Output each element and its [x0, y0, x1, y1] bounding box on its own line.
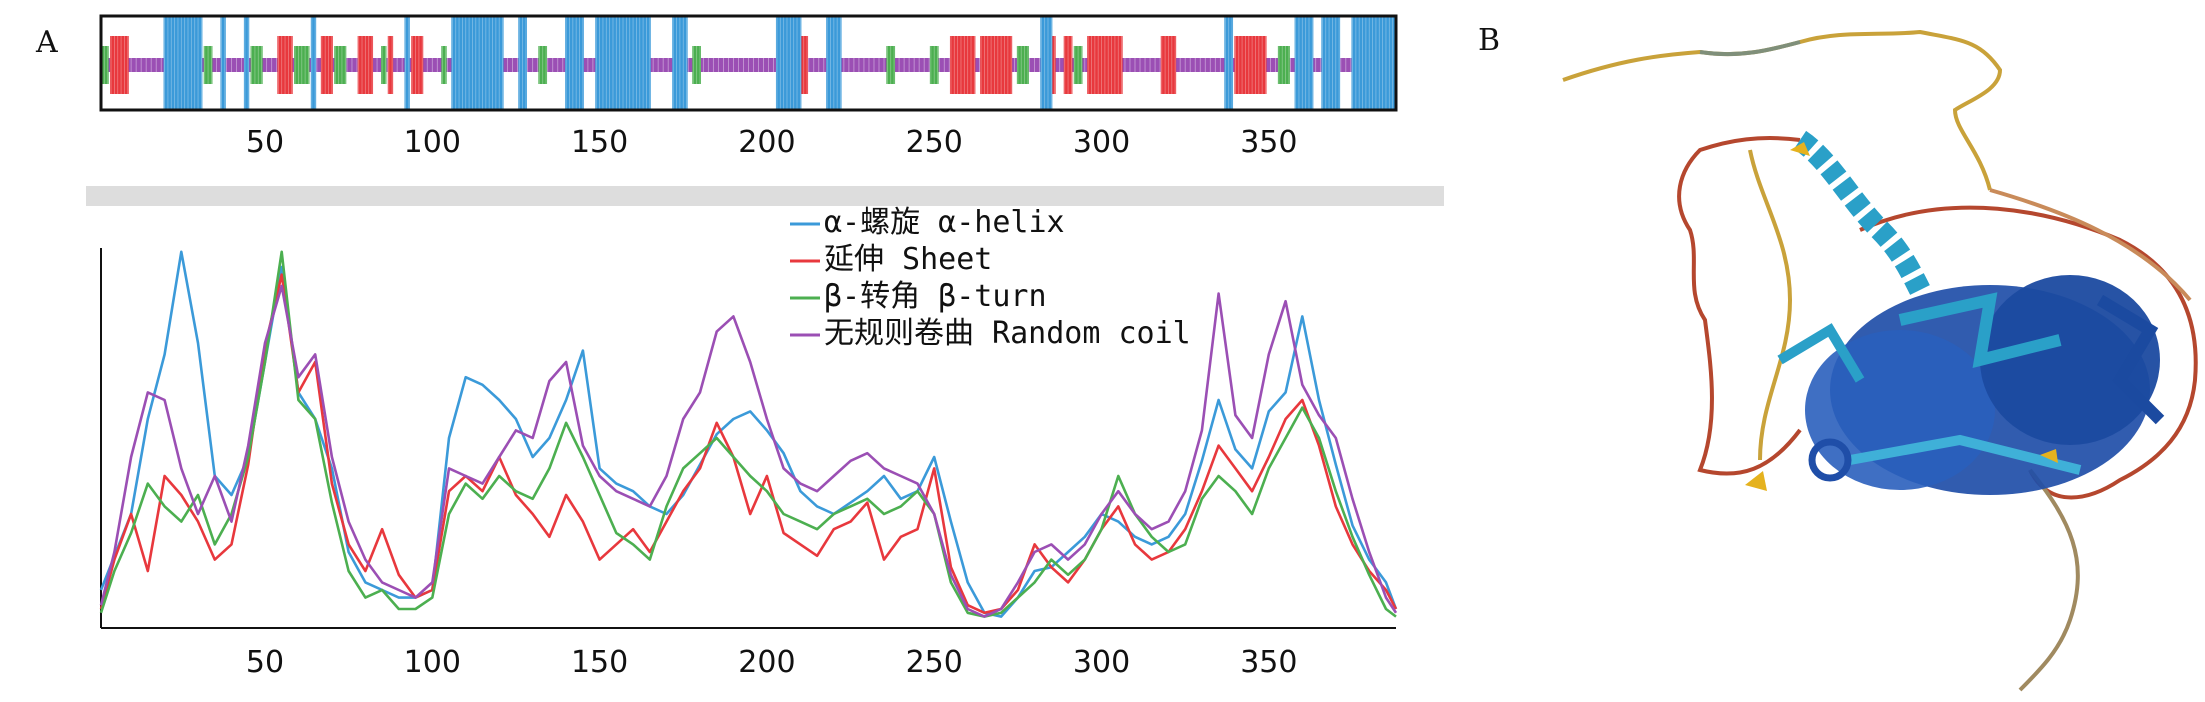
line-tick-label: 50: [246, 645, 284, 680]
turn-segment: [250, 46, 263, 84]
line-tick-label: 200: [738, 645, 795, 680]
track-frame: [99, 14, 1398, 112]
protein-alpha-helix: [1793, 130, 1930, 295]
protein-left-loop: [1677, 136, 1802, 476]
helix-segment: [1351, 17, 1397, 109]
line-series-group: [99, 250, 1398, 618]
line-tick-label: 100: [404, 645, 461, 680]
helix-segment: [243, 17, 250, 109]
sheet-segment: [980, 36, 1013, 94]
sheet-segment: [110, 36, 129, 94]
helix-segment: [310, 17, 317, 109]
line-tick-label: 300: [1073, 645, 1130, 680]
helix-segment: [775, 17, 802, 109]
series-line-3: [99, 284, 1398, 618]
sheet-segment: [1087, 36, 1123, 94]
sheet-segment: [1063, 36, 1073, 94]
track-segments: [100, 17, 1397, 109]
track-tick-label: 250: [906, 125, 963, 160]
sheet-segment: [411, 36, 424, 94]
turn-segment: [100, 46, 109, 84]
line-tick-label: 250: [906, 645, 963, 680]
secondary-structure-track: 50 100 150 200 250 300 350: [99, 14, 1398, 160]
protein-tail-loop: [1562, 29, 2003, 191]
turn-segment: [334, 46, 347, 84]
turn-segment: [203, 46, 213, 84]
series-line-1: [99, 273, 1398, 615]
turn-segment: [441, 46, 447, 84]
sheet-segment: [357, 36, 374, 94]
helix-segment: [826, 17, 842, 109]
turn-segment: [538, 46, 548, 84]
legend-entry-label: α-螺旋 α-helix: [824, 205, 1065, 240]
track-tick-label: 150: [571, 125, 628, 160]
legend-entry-label: 延伸 Sheet: [824, 242, 992, 277]
turn-segment: [1073, 46, 1083, 84]
line-x-ticks: 50 100 150 200 250 300 350: [246, 645, 1298, 680]
legend-entry-label: β-转角 β-turn: [824, 279, 1047, 314]
helix-segment: [163, 17, 203, 109]
sheet-segment: [277, 36, 293, 94]
panel-a-label: A: [35, 25, 58, 60]
track-x-ticks: 50 100 150 200 250 300 350: [246, 125, 1298, 160]
sheet-segment: [949, 36, 976, 94]
helix-segment: [565, 17, 584, 109]
turn-segment: [1016, 46, 1029, 84]
sheet-segment: [799, 36, 809, 94]
turn-segment: [886, 46, 896, 84]
helix-segment: [1224, 17, 1234, 109]
helix-segment: [404, 17, 410, 109]
panel-b-label: B: [1478, 23, 1500, 58]
helix-segment: [220, 17, 226, 109]
helix-segment: [1321, 17, 1341, 109]
track-tick-label: 50: [246, 125, 284, 160]
helix-segment: [595, 17, 651, 109]
track-tick-label: 350: [1240, 125, 1297, 160]
turn-segment: [1277, 46, 1290, 84]
sheet-segment: [1234, 36, 1267, 94]
line-tick-label: 350: [1240, 645, 1297, 680]
helix-segment: [518, 17, 527, 109]
track-tick-label: 200: [738, 125, 795, 160]
track-tick-label: 300: [1073, 125, 1130, 160]
sheet-segment: [1160, 36, 1177, 94]
turn-segment: [294, 46, 310, 84]
helix-segment: [1040, 17, 1053, 109]
series-line-2: [99, 250, 1397, 618]
sheet-segment: [320, 36, 333, 94]
legend-entry-label: 无规则卷曲 Random coil: [824, 316, 1191, 351]
helix-segment: [672, 17, 688, 109]
sheet-segment: [387, 36, 394, 94]
helix-segment: [1294, 17, 1314, 109]
track-tick-label: 100: [404, 125, 461, 160]
turn-segment: [929, 46, 939, 84]
protein-right-loop: [1859, 205, 2198, 500]
panel-divider: [86, 186, 1444, 206]
protein-3d-structure-image: [1562, 29, 2198, 692]
turn-segment: [381, 46, 387, 84]
helix-segment: [451, 17, 504, 109]
turn-segment: [692, 46, 701, 84]
line-tick-label: 150: [571, 645, 628, 680]
